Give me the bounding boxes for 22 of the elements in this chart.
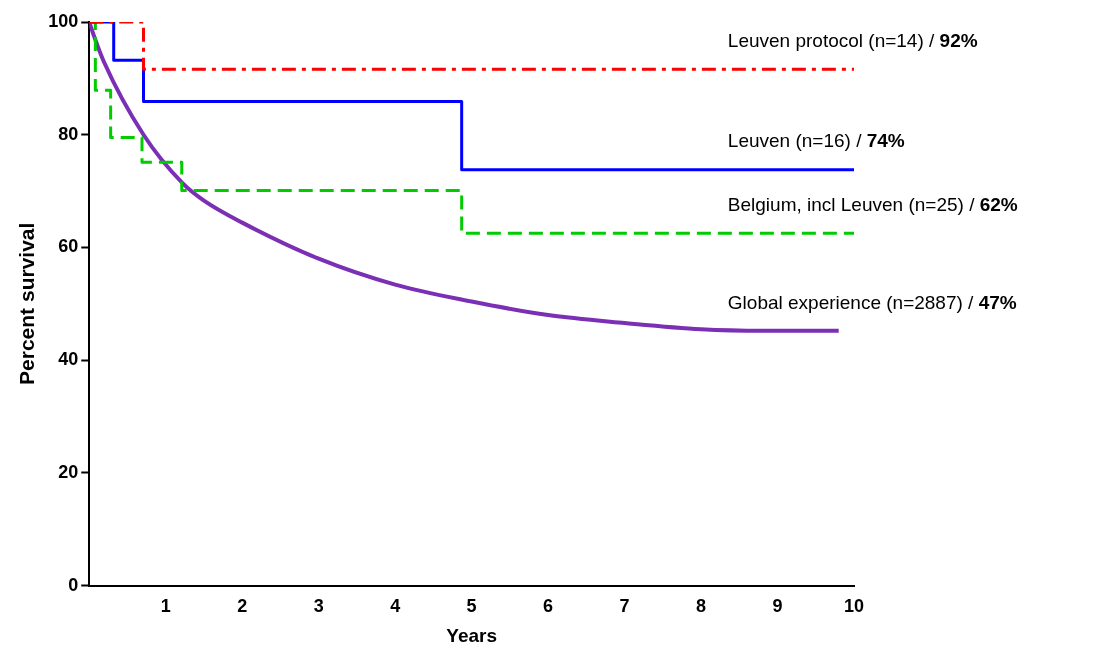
x-tick-label: 1 — [160, 596, 171, 617]
series-label: Leuven (n=16) / 74% — [727, 130, 905, 152]
x-tick-label: 3 — [313, 596, 324, 617]
y-tick-label: 80 — [58, 123, 79, 144]
series-label: Belgium, incl Leuven (n=25) / 62% — [727, 194, 1018, 216]
y-tick-label: 100 — [48, 10, 79, 31]
y-tick-label: 40 — [58, 349, 79, 370]
x-axis-title: Years — [446, 624, 497, 646]
x-tick-label: 8 — [696, 596, 707, 617]
y-tick-label: 20 — [58, 461, 79, 482]
x-tick-label: 10 — [843, 596, 865, 617]
series-label: Leuven protocol (n=14) / 92% — [727, 30, 978, 52]
x-tick-label: 5 — [466, 596, 477, 617]
y-tick-label: 60 — [58, 236, 79, 257]
x-tick-label: 9 — [772, 596, 783, 617]
y-tick-label: 0 — [68, 574, 79, 595]
y-axis-title: Percent survival — [15, 222, 39, 385]
series-label: Global experience (n=2887) / 47% — [727, 291, 1017, 313]
x-tick-label: 6 — [543, 596, 554, 617]
x-tick-label: 2 — [237, 596, 248, 617]
x-tick-label: 7 — [619, 596, 630, 617]
x-tick-label: 4 — [390, 596, 401, 617]
